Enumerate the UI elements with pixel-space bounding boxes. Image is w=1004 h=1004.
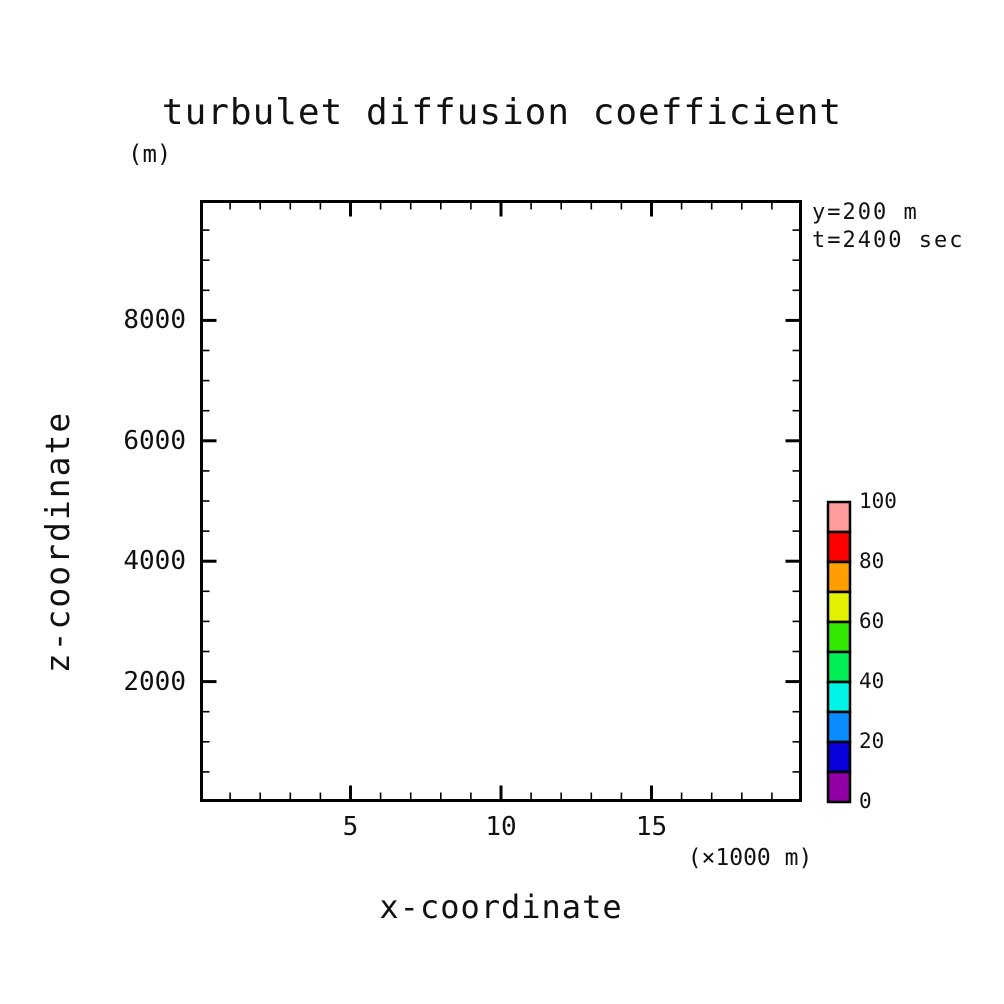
annotation-time: t=2400 sec [812,228,965,253]
z-tick-label: 6000 [123,425,186,456]
plot-area [200,200,802,802]
colorbar-cell [826,650,852,684]
colorbar-tick-label: 100 [859,489,897,513]
z-tick-label: 2000 [123,666,186,697]
colorbar-cell [826,680,852,714]
z-axis-units-label: (m) [128,140,172,168]
colorbar-tick-label: 20 [859,729,885,753]
chart-title: turbulet diffusion coefficient [161,92,843,133]
colorbar-tick-label: 40 [859,669,885,693]
x-tick-label: 5 [342,812,359,842]
x-tick-label: 10 [485,812,517,842]
colorbar-cell [826,740,852,774]
axes-frame-and-ticks [200,200,802,802]
z-axis-title: z-coordinate [38,410,77,674]
annotation-y-slice: y=200 m [812,200,919,225]
colorbar-tick-label: 60 [859,609,885,633]
plot-frame [200,200,802,802]
colorbar-cell [826,590,852,624]
colorbar-cell [826,770,852,804]
z-tick-label: 4000 [123,546,186,577]
colorbar-cell [826,620,852,654]
z-tick-label: 8000 [123,305,186,336]
colorbar-cell [826,710,852,744]
colorbar-cell [826,560,852,594]
colorbar [826,500,852,804]
x-axis-units-label: (×1000 m) [687,845,813,871]
colorbar-cell [826,500,852,534]
x-axis-title: x-coordinate [379,888,623,926]
colorbar-tick-label: 80 [859,549,885,573]
x-tick-label: 15 [635,812,668,842]
colorbar-cell [826,530,852,564]
colorbar-tick-label: 0 [859,789,872,813]
